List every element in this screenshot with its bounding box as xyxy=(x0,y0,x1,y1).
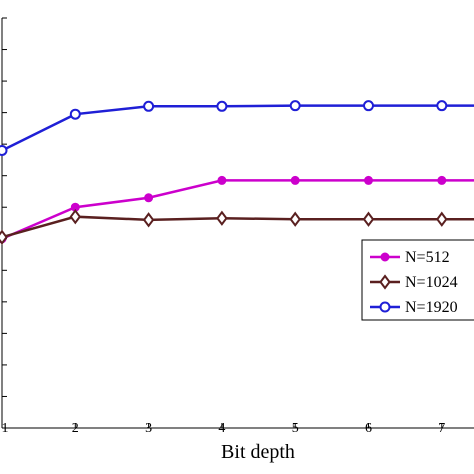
series-N=1920 xyxy=(0,100,474,156)
legend-label: N=1920 xyxy=(405,299,458,316)
series-line xyxy=(1,179,474,240)
data-point xyxy=(216,100,228,112)
data-point xyxy=(436,211,448,227)
x-tick-label: 4 xyxy=(218,421,225,436)
legend-label: N=1024 xyxy=(405,274,458,291)
data-point xyxy=(217,175,227,185)
data-point xyxy=(363,100,374,112)
data-point xyxy=(144,193,154,203)
data-point xyxy=(436,100,448,112)
plot-axes xyxy=(1,17,474,429)
series-layer xyxy=(0,100,474,245)
x-tick-label: 1 xyxy=(2,421,9,436)
data-point xyxy=(290,175,300,185)
data-point xyxy=(69,209,82,225)
data-point xyxy=(289,100,301,112)
x-tick-label: 3 xyxy=(145,421,152,436)
series-N=512 xyxy=(0,175,474,244)
data-point xyxy=(289,211,301,227)
legend-marker xyxy=(380,252,390,262)
data-point xyxy=(142,212,155,228)
data-point xyxy=(216,210,228,226)
legend: N=512 N=1024 N=1920 xyxy=(361,239,474,321)
x-axis-label: Bit depth xyxy=(221,441,295,463)
data-point xyxy=(437,175,447,185)
data-point xyxy=(362,211,375,227)
series-line xyxy=(1,215,474,239)
legend-marker xyxy=(379,274,391,290)
x-tick-label: 5 xyxy=(292,421,299,436)
x-tick-label: 6 xyxy=(365,421,372,436)
data-point xyxy=(69,108,81,120)
x-tick-labels: 1 2 3 4 5 6 7 xyxy=(2,421,446,436)
data-point xyxy=(0,229,8,245)
series-N=1024 xyxy=(0,209,474,245)
series-line xyxy=(1,104,474,152)
legend-label: N=512 xyxy=(405,249,450,266)
data-point xyxy=(0,144,8,156)
x-tick-label: 2 xyxy=(72,421,79,436)
legend-marker xyxy=(379,301,391,313)
data-point xyxy=(143,100,155,112)
x-tick-label: 7 xyxy=(438,421,445,436)
data-point xyxy=(364,175,373,185)
